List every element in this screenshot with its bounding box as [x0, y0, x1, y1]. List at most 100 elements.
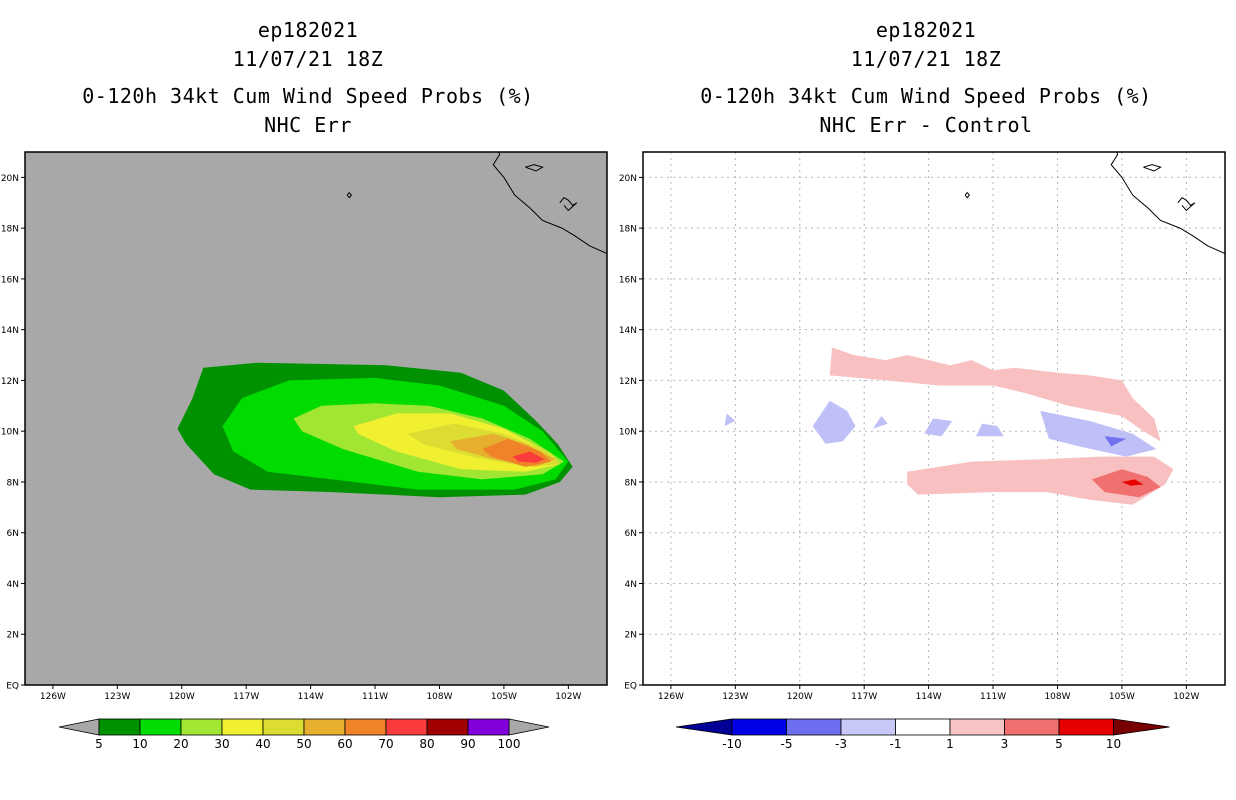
right-product-subtitle: NHC Err - Control — [819, 113, 1033, 137]
right-colorbar-label-1: 1 — [946, 737, 954, 751]
right-colorbar-label--10: -10 — [722, 737, 742, 751]
left-init-time: 11/07/21 18Z — [232, 47, 384, 71]
left-island-a — [525, 164, 544, 172]
right-colorbar-label--1: -1 — [890, 737, 902, 751]
left-colorbar-label-10: 10 — [132, 737, 147, 751]
right-ytick-label-4N: 4N — [625, 580, 637, 590]
left-ytick-label-EQ: EQ — [6, 682, 19, 692]
left-ytick-label-18N: 18N — [1, 225, 19, 235]
right-ytick-label-2N: 2N — [625, 631, 637, 641]
left-colorbar-swatch-5 — [98, 718, 141, 736]
right-xtick-label-102W: 102W — [1173, 692, 1199, 702]
left-xtick-label-123W: 123W — [104, 692, 130, 702]
left-ytick-label-2N: 2N — [7, 631, 19, 641]
right-ytick-label-14N: 14N — [619, 326, 637, 336]
left-chart-title: ep182021 11/07/21 18Z 0-120h 34kt Cum Wi… — [8, 16, 608, 140]
left-storm-id: ep182021 — [257, 18, 359, 42]
right-xtick-label-120W: 120W — [787, 692, 813, 702]
left-colorbar-label-100: 100 — [498, 737, 521, 751]
right-anomaly-region-2 — [812, 400, 856, 444]
right-xtick-label-108W: 108W — [1044, 692, 1070, 702]
right-xtick-label-123W: 123W — [722, 692, 748, 702]
left-colorbar-label-40: 40 — [255, 737, 270, 751]
left-colorbar-swatch-50 — [303, 718, 346, 736]
right-xtick-label-111W: 111W — [980, 692, 1006, 702]
right-colorbar-high-arrow — [1113, 718, 1170, 736]
right-colorbar-swatch-4 — [949, 718, 1005, 736]
right-colorbar-label-5: 5 — [1055, 737, 1063, 751]
left-map-panel: EQ 2N 4N 6N 8N 10N 12N 14N 16N 18N 20N 126W 123W 120W… — [1, 151, 608, 702]
left-xtick-label-105W: 105W — [491, 692, 517, 702]
right-island-b — [964, 191, 971, 199]
right-ytick-label-8N: 8N — [625, 478, 637, 488]
left-ytick-label-16N: 16N — [1, 275, 19, 285]
right-colorbar: -10 -5 -3 -1 1 3 5 10 — [675, 718, 1170, 751]
left-colorbar-label-20: 20 — [173, 737, 188, 751]
left-ytick-label-14N: 14N — [1, 326, 19, 336]
left-ytick-label-4N: 4N — [7, 580, 19, 590]
left-colorbar-label-70: 70 — [378, 737, 393, 751]
right-colorbar-swatch-3 — [895, 718, 951, 736]
left-colorbar-swatch-80 — [426, 718, 469, 736]
right-anomaly-region-6 — [975, 423, 1004, 437]
left-colorbar-label-80: 80 — [419, 737, 434, 751]
right-anomaly-region-5 — [924, 418, 953, 437]
left-ytick-label-12N: 12N — [1, 377, 19, 387]
right-colorbar-label--3: -3 — [835, 737, 847, 751]
right-chart-title: ep182021 11/07/21 18Z 0-120h 34kt Cum Wi… — [626, 16, 1226, 140]
left-xtick-label-120W: 120W — [169, 692, 195, 702]
left-product-title: 0-120h 34kt Cum Wind Speed Probs (%) — [82, 84, 534, 108]
right-ytick-label-20N: 20N — [619, 174, 637, 184]
right-colorbar-low-arrow — [675, 718, 733, 736]
right-map-frame — [642, 151, 1226, 686]
left-colorbar-label-50: 50 — [296, 737, 311, 751]
left-colorbar-swatch-20 — [180, 718, 223, 736]
right-anomaly-region-10 — [1121, 479, 1144, 486]
left-ytick-label-20N: 20N — [1, 174, 19, 184]
left-contour-70pct — [512, 451, 545, 463]
right-ytick-label-12N: 12N — [619, 377, 637, 387]
right-ytick-label-6N: 6N — [625, 529, 637, 539]
left-product-subtitle: NHC Err — [264, 113, 352, 137]
left-colorbar: 5 10 20 30 40 50 60 70 80 90 100 — [58, 718, 550, 751]
right-ytick-label-16N: 16N — [619, 275, 637, 285]
right-colorbar-swatch-0 — [731, 718, 787, 736]
right-xtick-label-105W: 105W — [1109, 692, 1135, 702]
right-map-panel: EQ 2N 4N 6N 8N 10N 12N 14N 16N 18N 20N 126W 123W 120W… — [619, 151, 1226, 702]
left-colorbar-label-90: 90 — [460, 737, 475, 751]
left-xtick-label-102W: 102W — [555, 692, 581, 702]
left-colorbar-label-60: 60 — [337, 737, 352, 751]
left-xtick-label-117W: 117W — [233, 692, 259, 702]
right-anomaly-region-7 — [1040, 410, 1157, 457]
right-ytick-label-18N: 18N — [619, 225, 637, 235]
right-ytick-label-EQ: EQ — [624, 682, 637, 692]
right-colorbar-label-3: 3 — [1001, 737, 1009, 751]
right-product-title: 0-120h 34kt Cum Wind Speed Probs (%) — [700, 84, 1152, 108]
left-ytick-label-8N: 8N — [7, 478, 19, 488]
left-map-frame — [24, 151, 608, 686]
right-init-time: 11/07/21 18Z — [850, 47, 1002, 71]
right-anomaly-region-4 — [872, 416, 888, 429]
left-colorbar-swatch-90 — [467, 718, 510, 736]
left-xtick-label-111W: 111W — [362, 692, 388, 702]
right-anomaly-region-0 — [829, 347, 1161, 442]
right-xtick-label-117W: 117W — [851, 692, 877, 702]
right-anomaly-region-1 — [907, 456, 1174, 505]
left-xtick-label-126W: 126W — [40, 692, 66, 702]
left-colorbar-swatch-40 — [262, 718, 305, 736]
left-ytick-label-6N: 6N — [7, 529, 19, 539]
right-colorbar-label-10: 10 — [1106, 737, 1121, 751]
right-anomaly-region-3 — [724, 413, 736, 427]
left-xtick-label-114W: 114W — [298, 692, 324, 702]
right-colorbar-label--5: -5 — [781, 737, 793, 751]
left-colorbar-label-30: 30 — [214, 737, 229, 751]
right-colorbar-swatch-6 — [1058, 718, 1114, 736]
left-colorbar-swatch-30 — [221, 718, 264, 736]
right-xtick-label-126W: 126W — [658, 692, 684, 702]
right-storm-id: ep182021 — [875, 18, 977, 42]
left-colorbar-swatch-70 — [385, 718, 428, 736]
left-colorbar-swatch-60 — [344, 718, 387, 736]
left-ytick-label-10N: 10N — [1, 428, 19, 438]
left-island-b — [346, 191, 353, 199]
